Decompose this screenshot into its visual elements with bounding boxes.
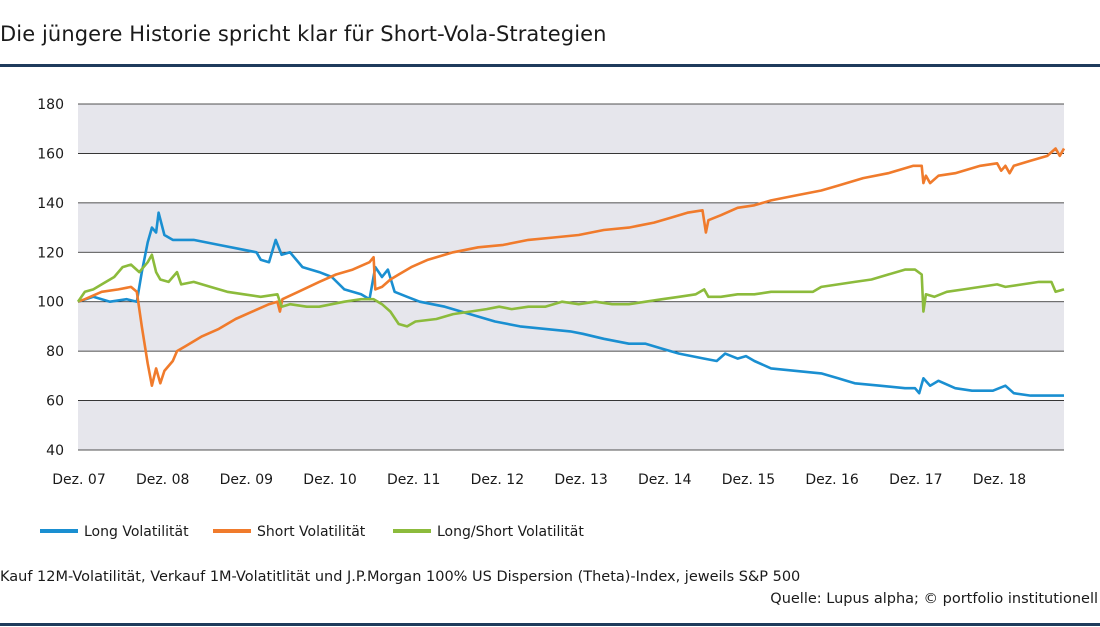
chart-title: Die jüngere Historie spricht klar für Sh… bbox=[0, 22, 607, 46]
x-tick-label: Dez. 15 bbox=[722, 472, 775, 488]
grid-lines bbox=[78, 103, 1064, 451]
x-tick-label: Dez. 17 bbox=[889, 472, 942, 488]
plot-band bbox=[78, 104, 1064, 154]
bottom-rule bbox=[0, 623, 1100, 626]
series-line bbox=[76, 253, 1065, 328]
plot-band bbox=[78, 252, 1064, 302]
x-tick-label: Dez. 07 bbox=[52, 472, 105, 488]
series-line bbox=[77, 147, 1066, 387]
top-rule bbox=[0, 64, 1100, 67]
y-tick-label: 100 bbox=[37, 295, 64, 311]
x-tick-label: Dez. 08 bbox=[136, 472, 189, 488]
series-lines bbox=[76, 147, 1066, 397]
plot-bands bbox=[78, 104, 1064, 450]
legend: Long Volatilität Short Volatilität Long/Sh… bbox=[40, 524, 584, 540]
legend-label: Short Volatilität bbox=[257, 524, 366, 540]
y-tick-label: 80 bbox=[46, 344, 64, 360]
source-note: Quelle: Lupus alpha; © portfolio institu… bbox=[770, 591, 1098, 607]
y-tick-label: 180 bbox=[37, 97, 64, 113]
y-axis-ticks: 40 60 80 100 120 140 160 180 bbox=[37, 97, 64, 459]
plot-band bbox=[78, 301, 1064, 352]
y-tick-label: 140 bbox=[37, 196, 64, 212]
y-tick-label: 160 bbox=[37, 146, 64, 162]
y-tick-label: 40 bbox=[46, 443, 64, 459]
x-tick-label: Dez. 10 bbox=[303, 472, 356, 488]
footnote: Kauf 12M-Volatilität, Verkauf 1M-Volatit… bbox=[0, 569, 801, 585]
plot-band bbox=[78, 202, 1064, 253]
x-tick-label: Dez. 13 bbox=[554, 472, 607, 488]
x-tick-label: Dez. 09 bbox=[220, 472, 273, 488]
legend-label: Long/Short Volatilität bbox=[437, 524, 584, 540]
x-tick-label: Dez. 11 bbox=[387, 472, 440, 488]
plot-band bbox=[78, 153, 1064, 203]
x-tick-label: Dez. 18 bbox=[973, 472, 1026, 488]
y-tick-label: 120 bbox=[37, 245, 64, 261]
series-line bbox=[77, 211, 1064, 397]
x-tick-label: Dez. 14 bbox=[638, 472, 692, 488]
legend-label: Long Volatilität bbox=[84, 524, 189, 540]
x-axis-ticks: Dez. 07 Dez. 08 Dez. 09 Dez. 10 Dez. 11 Dez. … bbox=[52, 472, 1026, 488]
y-tick-label: 60 bbox=[46, 394, 64, 410]
x-tick-label: Dez. 16 bbox=[805, 472, 859, 488]
x-tick-label: Dez. 12 bbox=[471, 472, 524, 488]
plot-band bbox=[78, 351, 1064, 401]
plot-band bbox=[78, 400, 1064, 450]
